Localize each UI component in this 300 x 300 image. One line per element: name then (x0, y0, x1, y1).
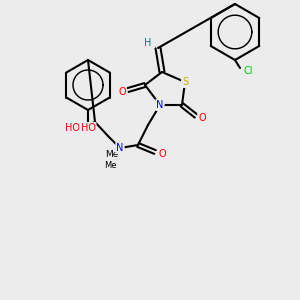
Text: N: N (156, 100, 164, 110)
Text: Me: Me (104, 160, 116, 169)
Text: S: S (182, 77, 188, 87)
Text: O: O (158, 149, 166, 159)
Text: H: H (144, 38, 152, 48)
Text: Me: Me (105, 150, 119, 159)
Text: Cl: Cl (243, 66, 253, 76)
Text: N: N (116, 143, 124, 153)
Text: O: O (198, 113, 206, 123)
Text: HO: HO (80, 123, 95, 133)
Text: O: O (118, 87, 126, 97)
Text: HO: HO (64, 123, 80, 133)
